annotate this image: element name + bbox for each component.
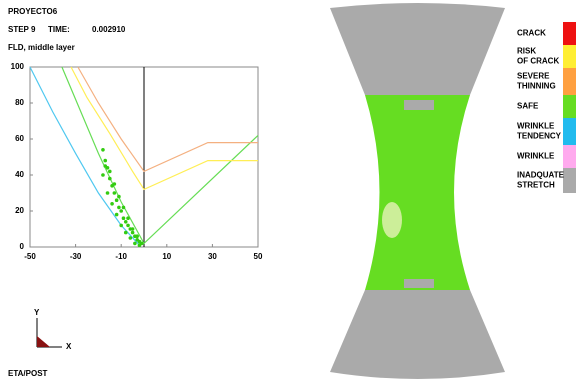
part-hole <box>404 100 434 110</box>
triad-icon <box>37 336 50 347</box>
strain-point <box>135 234 139 238</box>
y-tick-label: 0 <box>20 242 25 251</box>
strain-point <box>101 173 105 177</box>
y-tick-label: 40 <box>15 170 24 179</box>
legend-swatch <box>563 168 576 193</box>
legend-label: OF CRACK <box>517 57 559 66</box>
legend-label: CRACK <box>517 29 546 38</box>
strain-point <box>103 164 107 168</box>
strain-point <box>131 227 135 231</box>
strain-point <box>110 202 114 206</box>
part <box>330 3 505 379</box>
legend-label: WRINKLE <box>517 122 555 131</box>
y-tick-label: 100 <box>11 62 25 71</box>
x-tick-label: 30 <box>208 252 217 261</box>
x-tick-label: 50 <box>254 252 263 261</box>
time: 0.002910 <box>92 25 126 34</box>
legend-label: RISK <box>517 47 536 56</box>
screen: PROYECTO6 STEP 9 TIME: 0.002910 FLD, mid… <box>0 0 576 381</box>
strain-point <box>119 224 123 228</box>
strain-point <box>126 224 130 228</box>
legend-label: INADQUATE <box>517 171 565 180</box>
x-tick-label: 10 <box>162 252 171 261</box>
strain-point <box>103 159 107 163</box>
strain-point <box>122 206 126 210</box>
part-highlight <box>382 202 402 238</box>
subtitle: FLD, middle layer <box>8 43 75 52</box>
step: STEP 9 <box>8 25 36 34</box>
strain-point <box>108 177 112 181</box>
strain-point <box>126 216 130 220</box>
x-tick-label: -50 <box>24 252 36 261</box>
fld-curve <box>62 67 258 243</box>
part-top <box>330 3 505 95</box>
y-tick-label: 20 <box>15 206 24 215</box>
strain-point <box>138 243 142 247</box>
strain-point <box>113 182 117 186</box>
legend-swatch <box>563 22 576 45</box>
footer: ETA/POST <box>8 369 48 378</box>
legend-label: STRETCH <box>517 181 555 190</box>
triad-x: X <box>66 342 72 351</box>
time-label: TIME: <box>48 25 70 34</box>
legend-label: WRINKLE <box>517 152 555 161</box>
strain-point <box>106 191 110 195</box>
strain-point <box>117 195 121 199</box>
strain-point <box>119 209 123 213</box>
strain-point <box>115 198 119 202</box>
strain-point <box>124 231 128 235</box>
strain-point <box>124 220 128 224</box>
strain-point <box>113 191 117 195</box>
legend-swatch <box>563 145 576 168</box>
legend-label: SEVERE <box>517 72 550 81</box>
y-tick-label: 60 <box>15 134 24 143</box>
fld-curve <box>71 67 258 189</box>
part-middle <box>365 95 470 290</box>
legend-swatch <box>563 68 576 95</box>
strain-point <box>129 236 133 240</box>
part-bottom <box>330 290 505 379</box>
x-tick-label: -10 <box>115 252 127 261</box>
y-tick-label: 80 <box>15 98 24 107</box>
strain-point <box>117 206 121 210</box>
legend-swatch <box>563 45 576 68</box>
project: PROYECTO6 <box>8 7 58 16</box>
legend-swatch <box>563 95 576 118</box>
part-hole <box>404 279 434 288</box>
legend-label: TENDENCY <box>517 132 562 141</box>
legend-label: SAFE <box>517 102 539 111</box>
strain-point <box>101 148 105 152</box>
strain-point <box>122 216 126 220</box>
x-tick-label: -30 <box>70 252 82 261</box>
legend-swatch <box>563 118 576 145</box>
strain-point <box>133 242 137 246</box>
strain-point <box>131 231 135 235</box>
legend-label: THINNING <box>517 82 556 91</box>
triad-y: Y <box>34 308 40 317</box>
strain-point <box>115 213 119 217</box>
fld-curve <box>78 67 258 171</box>
strain-point <box>108 170 112 174</box>
